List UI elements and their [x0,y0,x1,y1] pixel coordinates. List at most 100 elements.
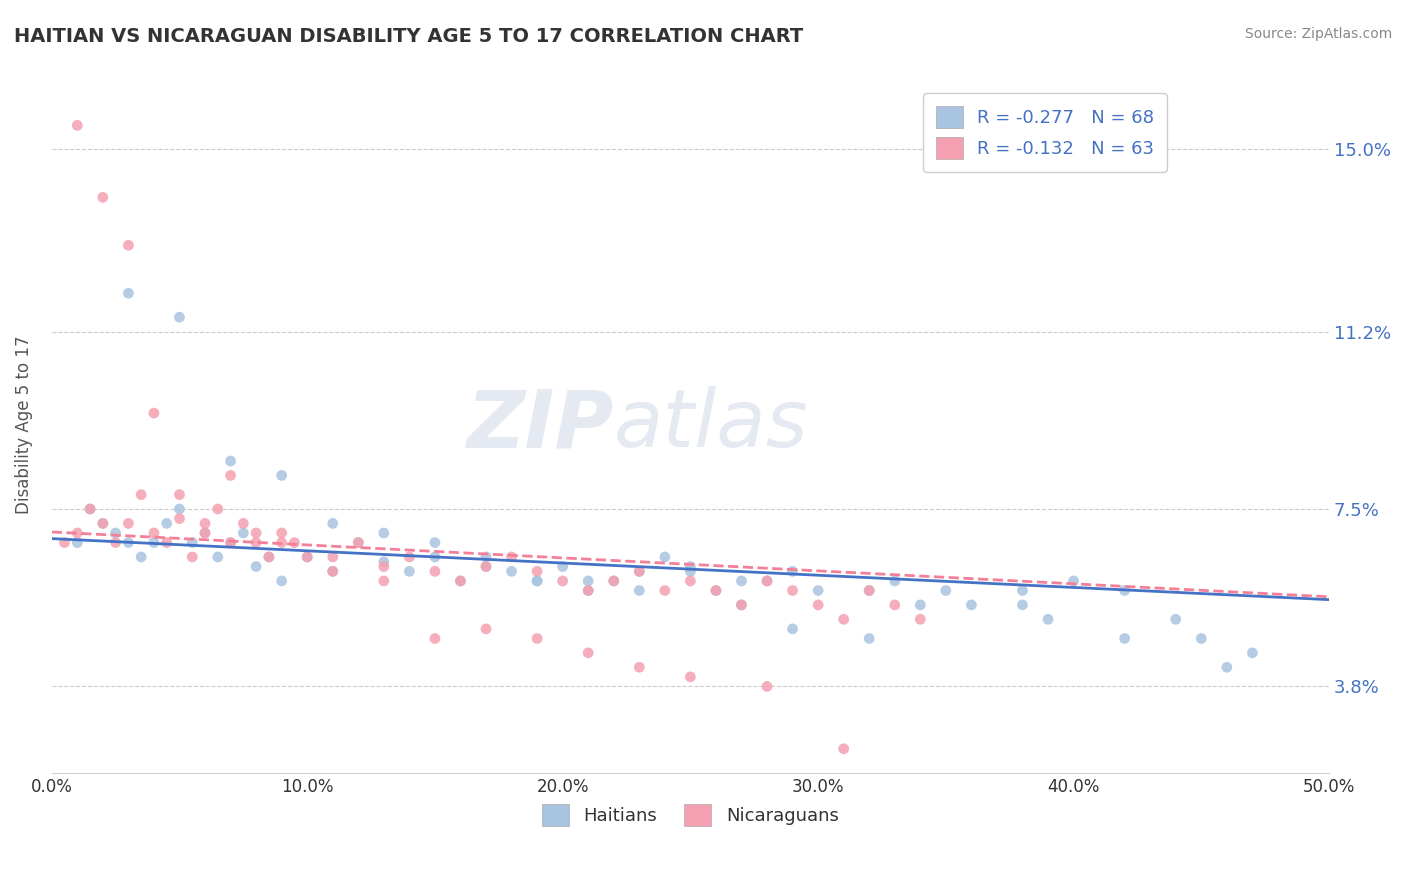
Point [1011,583,1033,598]
Point [807,583,830,598]
Point [219,535,242,549]
Point [169,310,191,325]
Point [169,488,191,502]
Point [373,559,395,574]
Point [1114,632,1136,646]
Point [1011,598,1033,612]
Point [423,549,446,564]
Point [245,535,267,549]
Point [450,574,472,588]
Point [257,549,280,564]
Point [526,574,548,588]
Point [628,583,651,598]
Point [398,549,420,564]
Point [475,549,498,564]
Point [79,502,101,516]
Point [347,535,370,549]
Point [756,680,779,694]
Point [628,660,651,674]
Point [169,502,191,516]
Point [730,598,752,612]
Point [322,565,344,579]
Point [270,526,292,541]
Point [322,565,344,579]
Point [704,583,727,598]
Point [219,454,242,468]
Point [117,535,139,549]
Point [1241,646,1264,660]
Point [832,612,855,626]
Point [475,622,498,636]
Text: HAITIAN VS NICARAGUAN DISABILITY AGE 5 TO 17 CORRELATION CHART: HAITIAN VS NICARAGUAN DISABILITY AGE 5 T… [14,27,803,45]
Point [245,526,267,541]
Point [501,549,523,564]
Point [526,632,548,646]
Point [257,549,280,564]
Point [104,535,127,549]
Point [373,574,395,588]
Point [960,598,983,612]
Point [782,622,804,636]
Point [347,535,370,549]
Point [628,565,651,579]
Point [373,555,395,569]
Point [322,516,344,531]
Point [935,583,957,598]
Point [858,583,880,598]
Point [181,535,204,549]
Point [117,286,139,301]
Point [679,565,702,579]
Point [679,574,702,588]
Point [79,502,101,516]
Point [53,535,76,549]
Point [1114,583,1136,598]
Point [730,598,752,612]
Point [66,119,89,133]
Point [807,598,830,612]
Point [756,574,779,588]
Point [129,549,152,564]
Point [117,238,139,252]
Point [91,516,114,531]
Legend: Haitians, Nicaraguans: Haitians, Nicaraguans [534,797,846,833]
Point [1216,660,1239,674]
Point [603,574,626,588]
Point [679,559,702,574]
Point [1189,632,1212,646]
Point [526,574,548,588]
Point [142,526,165,541]
Point [576,583,599,598]
Point [654,583,676,598]
Point [169,511,191,525]
Point [207,502,229,516]
Point [142,535,165,549]
Point [181,549,204,564]
Point [245,559,267,574]
Point [782,565,804,579]
Point [628,565,651,579]
Point [910,612,932,626]
Point [232,516,254,531]
Point [156,535,179,549]
Point [756,574,779,588]
Point [576,646,599,660]
Point [295,549,318,564]
Point [156,516,179,531]
Point [66,535,89,549]
Point [373,526,395,541]
Point [782,583,804,598]
Point [219,535,242,549]
Point [117,516,139,531]
Point [283,535,305,549]
Point [398,565,420,579]
Point [576,574,599,588]
Point [883,598,905,612]
Point [322,549,344,564]
Point [704,583,727,598]
Point [66,526,89,541]
Point [730,574,752,588]
Point [1164,612,1187,626]
Point [501,565,523,579]
Point [654,549,676,564]
Point [475,559,498,574]
